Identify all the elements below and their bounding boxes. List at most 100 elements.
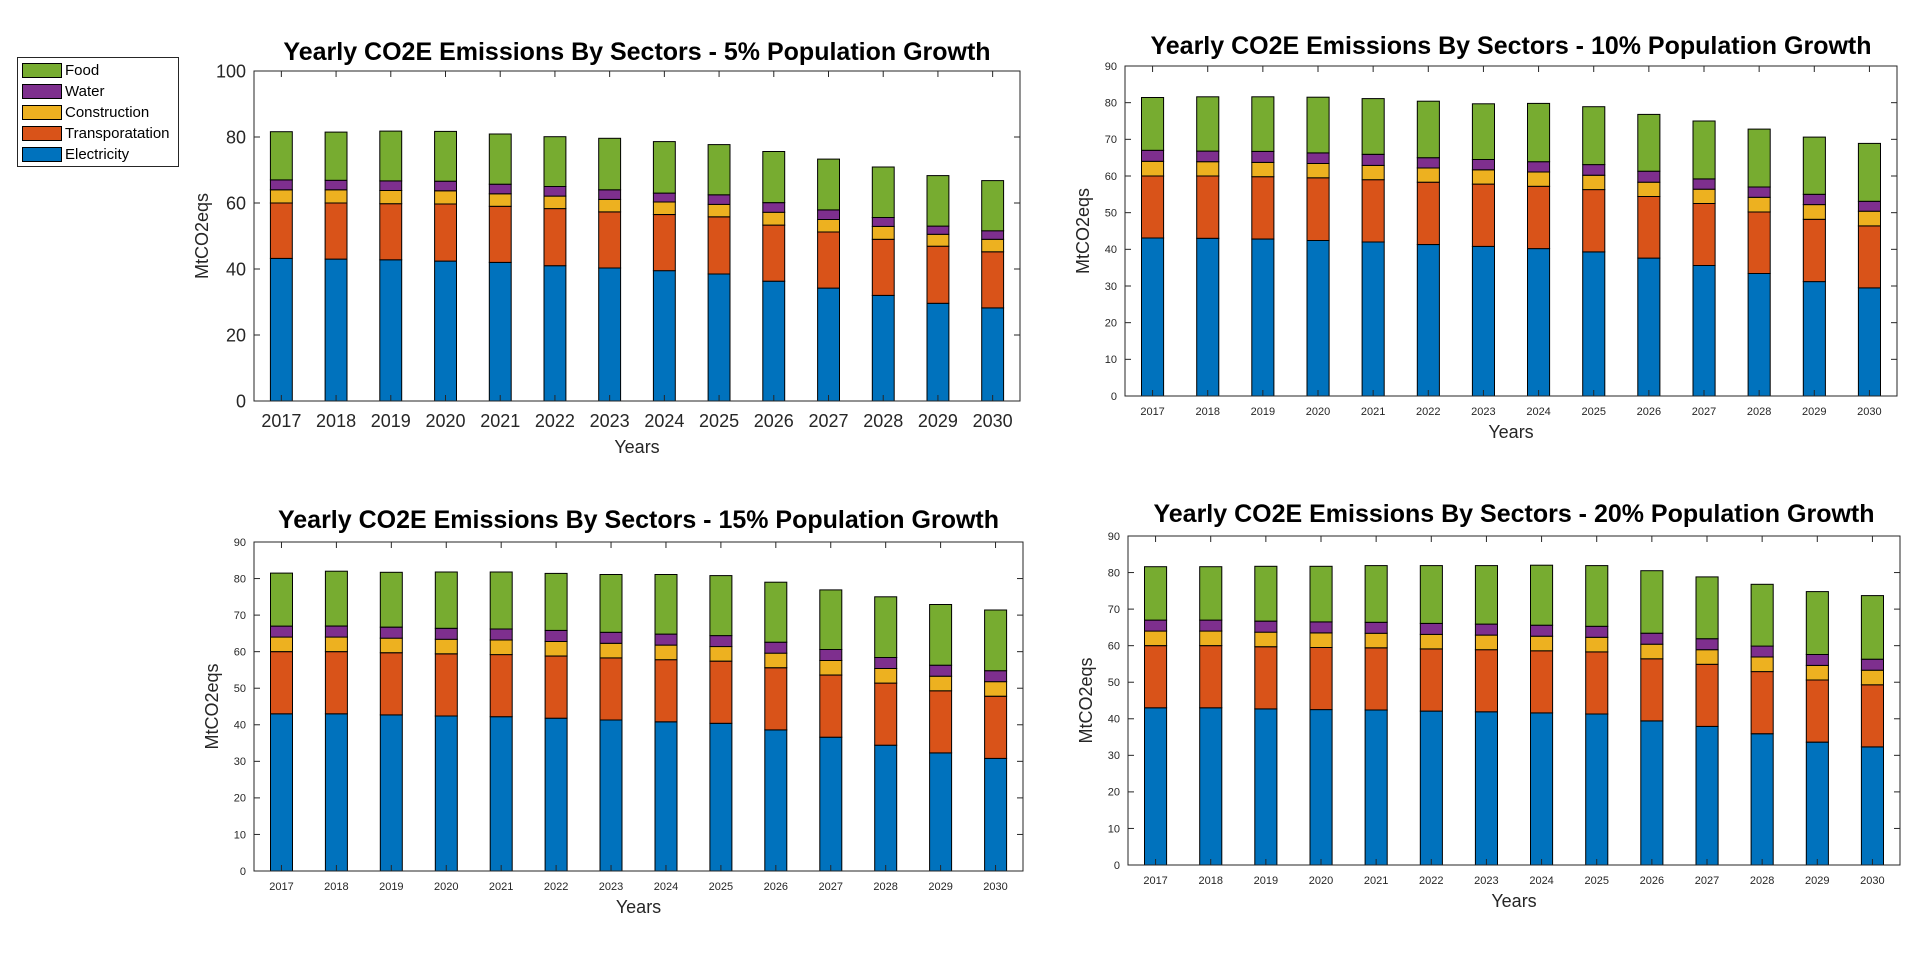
chart3-xtick-label-2018: 2018 — [324, 881, 348, 893]
chart2-bar-food-2021 — [1361, 98, 1385, 155]
chart2-xtick-label-2023: 2023 — [1471, 406, 1495, 418]
chart1-bar-electricity-2030 — [981, 307, 1005, 402]
chart4-ytick-label-40: 40 — [1108, 714, 1120, 726]
chart2-xtick-label-2025: 2025 — [1581, 406, 1605, 418]
chart2-bar-electricity-2020 — [1306, 240, 1330, 397]
chart1-bar-food-2028 — [871, 166, 895, 218]
chart2-bar-water-2025 — [1582, 164, 1606, 176]
chart4-bar-food-2029 — [1805, 591, 1829, 655]
chart4-bar-food-2026 — [1640, 570, 1664, 634]
chart2-bar-transporatation-2028 — [1747, 211, 1771, 274]
chart1-bar-electricity-2028 — [871, 294, 895, 402]
chart3-bar-electricity-2027 — [819, 736, 843, 872]
legend: Food Water Construction Transporatation … — [17, 57, 179, 167]
chart4-bar-electricity-2030 — [1860, 746, 1885, 866]
chart4-bar-water-2021 — [1364, 621, 1388, 634]
chart4-bar-water-2022 — [1419, 622, 1443, 635]
chart4-bar-electricity-2029 — [1805, 741, 1829, 866]
chart3-bar-water-2029 — [929, 664, 953, 677]
chart1-bar-food-2027 — [817, 158, 840, 211]
chart3-bar-transporatation-2022 — [544, 655, 568, 719]
chart4-xtick-label-2029: 2029 — [1805, 875, 1829, 887]
chart2-bar-electricity-2025 — [1582, 251, 1606, 397]
chart4-bar-food-2028 — [1750, 583, 1774, 647]
chart3-bar-food-2023 — [599, 574, 623, 633]
chart1-bar-electricity-2023 — [598, 267, 622, 402]
chart4-xtick-label-2022: 2022 — [1419, 875, 1443, 887]
chart1-bar-water-2030 — [981, 230, 1005, 240]
chart3-xtick-label-2020: 2020 — [434, 881, 458, 893]
chart2-ytick-label-30: 30 — [1105, 281, 1117, 293]
chart4-bar-construction-2027 — [1695, 649, 1719, 665]
chart1-bar-electricity-2024 — [652, 270, 676, 402]
chart1-xtick-label-2025: 2025 — [699, 411, 739, 431]
legend-label-food: Food — [65, 61, 100, 79]
chart2-bar-construction-2027 — [1692, 188, 1716, 204]
chart4-bar-electricity-2026 — [1640, 720, 1664, 866]
chart3-bar-electricity-2026 — [764, 729, 788, 872]
chart1-bar-transporatation-2023 — [598, 211, 622, 269]
chart2-bar-food-2023 — [1471, 103, 1496, 161]
chart3-bar-food-2022 — [544, 572, 568, 631]
chart2-bar-construction-2023 — [1471, 169, 1496, 185]
chart3-ylabel: MtCO2eqs — [202, 663, 222, 749]
chart1-xtick-label-2019: 2019 — [371, 411, 411, 431]
chart3-xlabel: Years — [616, 897, 661, 917]
chart1-bar-transporatation-2025 — [707, 216, 731, 275]
chart3-bar-transporatation-2028 — [874, 682, 898, 746]
chart4-xtick-label-2025: 2025 — [1584, 875, 1608, 887]
chart2-bar-construction-2017 — [1141, 160, 1165, 177]
chart3-bar-construction-2019 — [379, 637, 403, 654]
chart4-bar-water-2023 — [1474, 623, 1499, 636]
chart4-bar-transporatation-2024 — [1530, 650, 1554, 714]
chart3-ytick-label-60: 60 — [234, 647, 246, 659]
chart2-ytick-label-80: 80 — [1105, 98, 1117, 110]
chart3-bar-electricity-2029 — [929, 752, 953, 872]
chart4-xtick-label-2026: 2026 — [1640, 875, 1664, 887]
chart3-bar-construction-2029 — [929, 675, 953, 692]
chart4-bar-electricity-2021 — [1364, 709, 1388, 866]
chart2-xlabel: Years — [1488, 422, 1533, 442]
chart4-bar-construction-2023 — [1474, 634, 1499, 651]
chart3-bar-transporatation-2030 — [984, 695, 1008, 759]
chart3-bar-food-2030 — [984, 609, 1008, 672]
chart3-bar-electricity-2020 — [434, 715, 458, 872]
legend-item-transportation: Transporatation — [22, 123, 170, 143]
chart3-xtick-label-2024: 2024 — [654, 881, 678, 893]
chart1-bar-construction-2022 — [543, 195, 567, 210]
chart2-bar-construction-2024 — [1527, 171, 1551, 187]
chart3-bar-transporatation-2029 — [929, 690, 953, 754]
chart2-bar-construction-2021 — [1361, 164, 1385, 181]
chart3-ytick-label-90: 90 — [234, 537, 246, 549]
chart2-ytick-label-90: 90 — [1105, 61, 1117, 73]
chart3-bar-transporatation-2019 — [379, 652, 403, 716]
chart1-bar-construction-2026 — [762, 211, 786, 226]
chart3-bar-food-2020 — [434, 571, 458, 629]
legend-item-electricity: Electricity — [22, 144, 129, 164]
chart1-bar-food-2018 — [324, 131, 348, 181]
chart1-bar-electricity-2017 — [269, 257, 293, 402]
chart2-bar-water-2020 — [1306, 152, 1330, 164]
chart3-bar-construction-2026 — [764, 652, 788, 669]
chart2-ytick-label-0: 0 — [1111, 391, 1117, 403]
chart3-ytick-label-80: 80 — [234, 573, 246, 585]
chart3-bar-construction-2024 — [654, 644, 678, 661]
chart2-xtick-label-2028: 2028 — [1747, 406, 1771, 418]
chart2-title: Yearly CO2E Emissions By Sectors - 10% P… — [1150, 32, 1871, 60]
chart4-bar-construction-2018 — [1199, 630, 1223, 647]
chart1-bar-water-2026 — [762, 202, 786, 213]
chart4-bar-food-2017 — [1144, 566, 1168, 621]
chart3-bar-food-2018 — [324, 570, 348, 627]
chart2-bar-electricity-2028 — [1747, 273, 1771, 397]
chart3-bar-electricity-2025 — [709, 722, 733, 872]
chart2-xtick-label-2027: 2027 — [1692, 406, 1716, 418]
chart1-xlabel: Years — [614, 437, 659, 457]
chart2-bar-food-2030 — [1857, 142, 1882, 202]
chart3-bar-water-2024 — [654, 633, 678, 646]
chart4-bar-transporatation-2025 — [1585, 651, 1609, 715]
chart4-bar-electricity-2028 — [1750, 733, 1774, 866]
chart1-xtick-label-2026: 2026 — [754, 411, 794, 431]
chart3-bar-electricity-2023 — [599, 719, 623, 872]
chart2-bar-electricity-2024 — [1527, 248, 1551, 397]
chart3-bar-water-2020 — [434, 627, 458, 640]
